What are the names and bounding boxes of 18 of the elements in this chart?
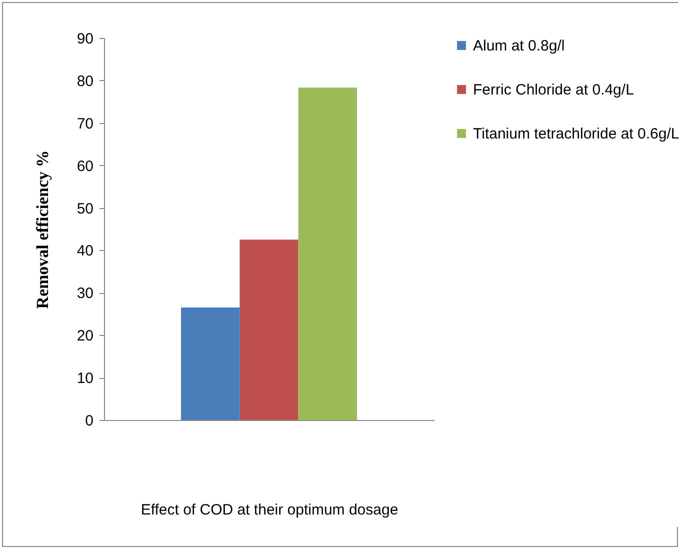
y-tick-label: 50 [76,200,94,218]
y-tick-label: 70 [76,115,94,132]
y-tick-label: 60 [76,158,94,175]
y-tick-label: 20 [76,328,94,345]
bar [181,308,240,420]
y-tick-label: 80 [76,72,94,90]
bar [298,88,357,420]
y-tick-label: 0 [85,412,94,430]
bar [240,240,298,420]
y-axis-title: Removal efficiency % [32,150,52,309]
y-tick-label: 40 [76,242,94,260]
legend-label: Alum at 0.8g/l [473,38,565,54]
y-tick-label: 90 [76,30,94,48]
legend-label: Ferric Chloride at 0.4g/L [473,82,634,98]
y-tick-label: 30 [76,285,94,302]
y-tick-label: 10 [76,370,94,388]
legend-label: Titanium tetrachloride at 0.6g/L [473,126,680,142]
x-axis-title: Effect of COD at their optimum dosage [140,502,398,518]
